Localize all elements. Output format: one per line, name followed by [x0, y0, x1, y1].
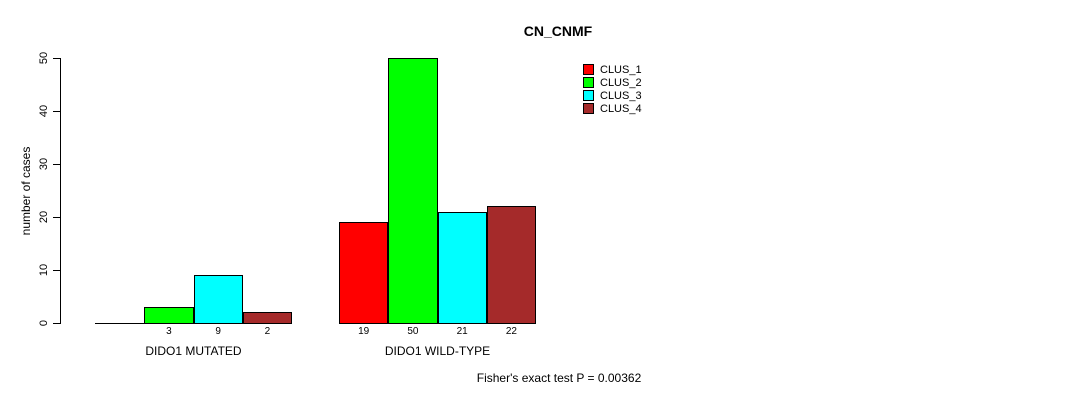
y-tick-label: 10: [38, 263, 50, 277]
bar-clus_1-2: [339, 222, 389, 324]
y-tick: [53, 217, 60, 218]
chart-title: CN_CNMF: [523, 23, 593, 39]
legend-row-clus_2: CLUS_2: [583, 76, 642, 89]
fisher-test-annotation: Fisher's exact test P = 0.00362: [476, 371, 642, 385]
bar-value-label: 50: [407, 326, 419, 337]
bar-clus_1-1-zero: [95, 323, 146, 324]
y-tick: [53, 270, 60, 271]
legend-label: CLUS_2: [600, 76, 642, 89]
bar-value-label: 21: [456, 326, 468, 337]
bar-value-label: 22: [505, 326, 517, 337]
y-tick-label: 30: [38, 157, 50, 171]
y-tick-label: 0: [38, 319, 50, 327]
y-tick: [53, 58, 60, 59]
y-tick: [53, 323, 60, 324]
bar-clus_2-2: [388, 58, 438, 324]
y-tick-label: 20: [38, 210, 50, 224]
bar-value-label: 9: [215, 326, 221, 337]
bar-clus_2-1: [144, 307, 194, 324]
bar-clus_4-2: [486, 206, 536, 324]
y-tick-label: 50: [38, 51, 50, 65]
bar-clus_4-1: [242, 312, 292, 324]
y-axis-label: number of cases: [19, 146, 33, 236]
category-label-2: DIDO1 WILD-TYPE: [384, 344, 491, 358]
category-label-1: DIDO1 MUTATED: [145, 344, 242, 358]
y-tick: [53, 164, 60, 165]
legend-row-clus_1: CLUS_1: [583, 63, 642, 76]
y-tick-label: 40: [38, 104, 50, 118]
legend-label: CLUS_3: [600, 89, 642, 102]
bar-clus_3-1: [193, 275, 243, 324]
legend: CLUS_1 CLUS_2 CLUS_3 CLUS_4: [583, 63, 642, 115]
bar-value-label: 19: [358, 326, 370, 337]
legend-swatch-icon: [583, 103, 594, 114]
bar-clus_3-2: [437, 211, 487, 324]
legend-label: CLUS_4: [600, 102, 642, 115]
bar-value-label: 2: [264, 326, 271, 337]
y-tick: [53, 111, 60, 112]
legend-swatch-icon: [583, 64, 594, 75]
legend-row-clus_4: CLUS_4: [583, 102, 642, 115]
legend-swatch-icon: [583, 77, 594, 88]
legend-label: CLUS_1: [600, 63, 642, 76]
y-axis-line: [60, 58, 61, 324]
legend-swatch-icon: [583, 90, 594, 101]
bar-value-label: 3: [166, 326, 172, 337]
legend-row-clus_3: CLUS_3: [583, 89, 642, 102]
